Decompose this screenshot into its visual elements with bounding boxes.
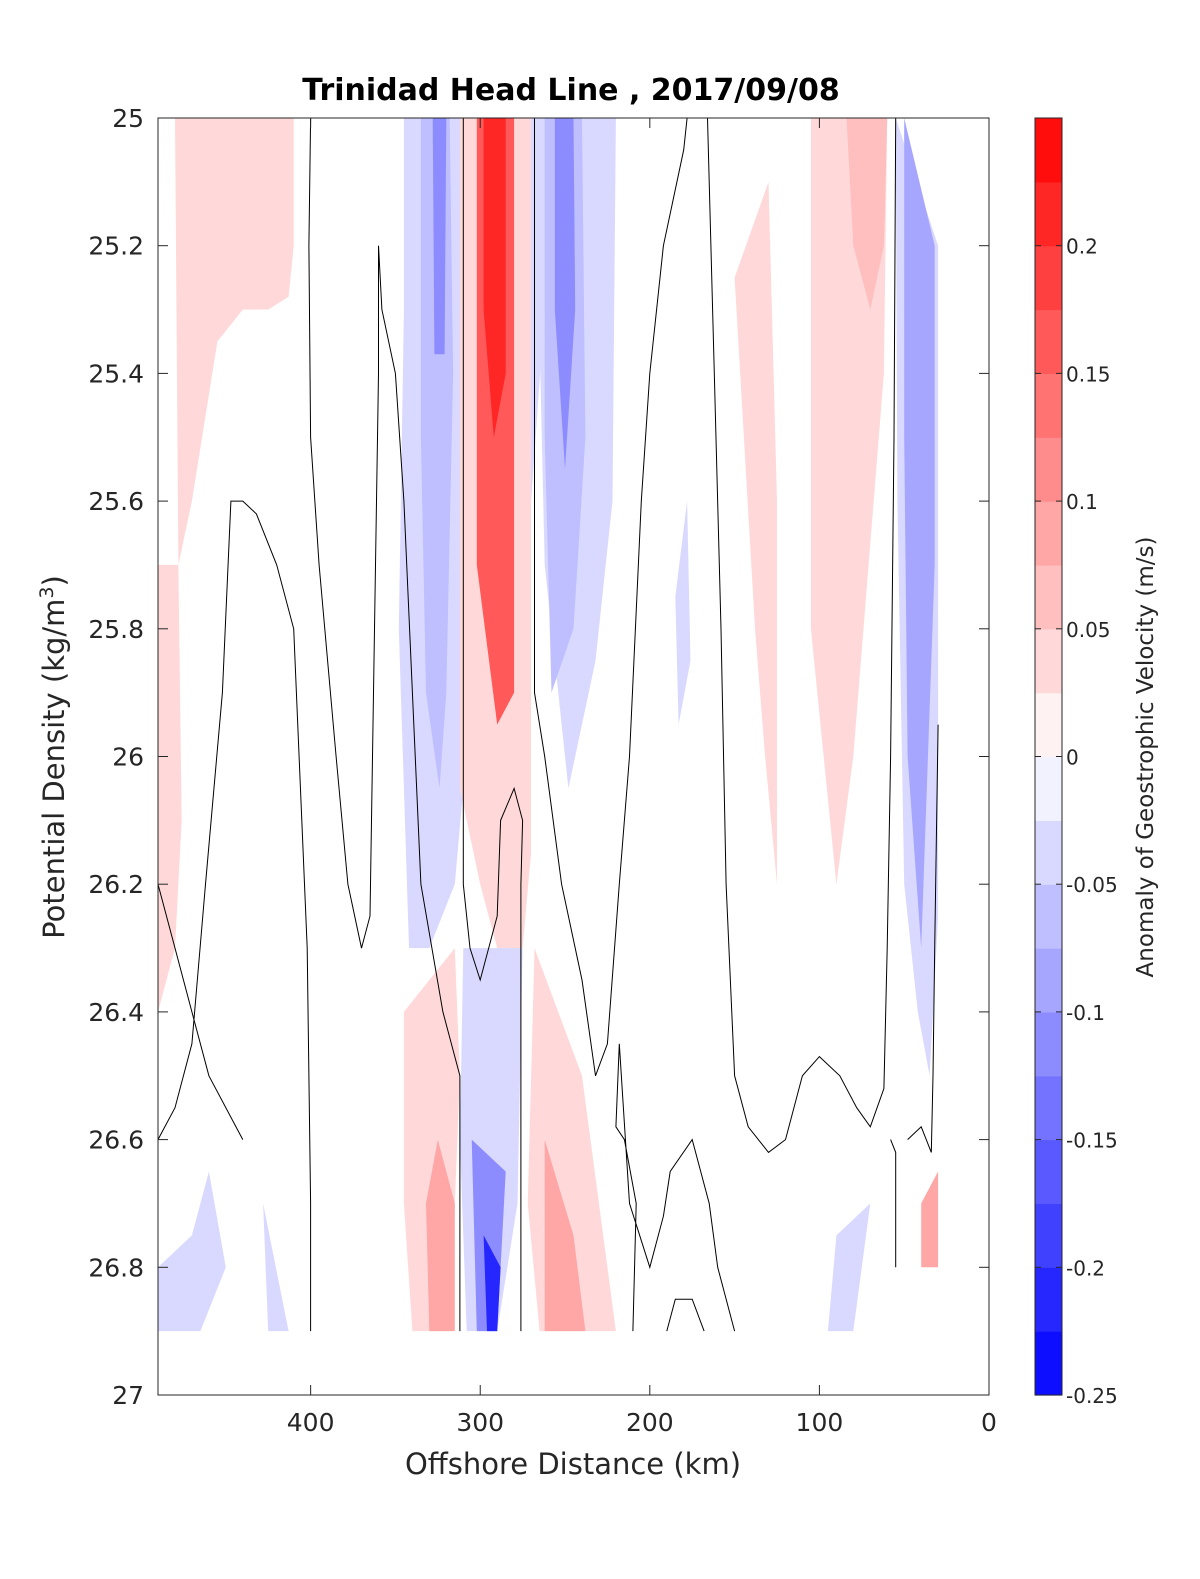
contour-region-13 bbox=[810, 118, 888, 885]
x-axis-label: Offshore Distance (km) bbox=[405, 1447, 741, 1481]
contour-region-4 bbox=[432, 118, 447, 355]
colorbar-band bbox=[1035, 501, 1062, 566]
colorbar-band bbox=[1035, 1139, 1062, 1205]
contour-region-1 bbox=[158, 564, 182, 1012]
colorbar-band bbox=[1035, 309, 1062, 374]
zero-contour-line-3 bbox=[707, 118, 897, 1154]
y-axis-label: Potential Density (kg/m3) bbox=[36, 575, 71, 939]
zero-contour-line-4 bbox=[158, 884, 244, 1140]
colorbar-tick-label: -0.2 bbox=[1066, 1256, 1105, 1280]
colorbar-band bbox=[1035, 1331, 1062, 1396]
zero-contour-line-1 bbox=[462, 118, 524, 1332]
y-tick-label: 27 bbox=[112, 1381, 144, 1410]
colorbar-band bbox=[1035, 564, 1062, 630]
y-axis-label-close: ) bbox=[37, 575, 71, 586]
contour-region-24 bbox=[158, 1171, 226, 1332]
colorbar-tick-label: 0.05 bbox=[1066, 618, 1111, 642]
colorbar-label: Anomaly of Geostrophic Velocity (m/s) bbox=[1133, 537, 1159, 978]
colorbar-band bbox=[1035, 628, 1062, 694]
x-tick-label: 400 bbox=[287, 1408, 335, 1437]
colorbar-band bbox=[1035, 437, 1062, 502]
contour-region-7 bbox=[483, 118, 506, 438]
filled-contour-regions bbox=[158, 118, 939, 1332]
y-tick-label: 26 bbox=[112, 743, 144, 772]
contour-region-14 bbox=[846, 118, 888, 310]
colorbar-tick-label: 0.15 bbox=[1066, 362, 1111, 386]
x-axis-ticks: 400 300 200 100 0 bbox=[287, 118, 997, 1437]
colorbar-tick-label: 0.1 bbox=[1066, 490, 1098, 514]
x-tick-label: 100 bbox=[796, 1408, 844, 1437]
colorbar-band bbox=[1035, 1011, 1062, 1077]
colorbar-tick-label: 0 bbox=[1066, 746, 1079, 770]
contour-region-0 bbox=[175, 118, 294, 565]
y-axis-label-main: Potential Density (kg/m bbox=[37, 599, 71, 939]
colorbar-tick-label: 0.2 bbox=[1066, 235, 1098, 259]
zero-contour-line-8 bbox=[666, 1298, 705, 1332]
contour-region-18 bbox=[426, 1139, 455, 1332]
x-tick-label: 0 bbox=[981, 1408, 997, 1437]
colorbar-band bbox=[1035, 1203, 1062, 1268]
colorbar-tick-label: -0.05 bbox=[1066, 873, 1118, 897]
y-tick-label: 25.6 bbox=[88, 487, 144, 516]
contour-region-16 bbox=[904, 118, 935, 949]
colorbar-band bbox=[1035, 245, 1062, 311]
colorbar-tick-label: -0.25 bbox=[1066, 1384, 1118, 1408]
y-tick-label: 26.8 bbox=[88, 1253, 144, 1282]
colorbar-band bbox=[1035, 948, 1062, 1013]
colorbar-tick-label: -0.15 bbox=[1066, 1129, 1118, 1153]
colorbar: 0.2 0.15 0.1 0.05 0 -0.05 -0.1 -0.15 -0.2 -0.25 bbox=[1034, 117, 1118, 1408]
y-tick-label: 25.4 bbox=[88, 359, 144, 388]
zero-contour-line-7 bbox=[907, 724, 939, 1153]
y-tick-label: 26.2 bbox=[88, 870, 144, 899]
colorbar-band bbox=[1035, 884, 1062, 949]
zero-contour-line-0 bbox=[308, 118, 461, 1332]
colorbar-band bbox=[1035, 181, 1062, 247]
y-tick-label: 26.4 bbox=[88, 998, 144, 1027]
x-tick-label: 300 bbox=[456, 1408, 504, 1437]
zero-contour-line-5 bbox=[158, 500, 312, 1332]
colorbar-band bbox=[1035, 1267, 1062, 1332]
y-tick-label: 25 bbox=[112, 104, 144, 133]
y-tick-label: 25.8 bbox=[88, 615, 144, 644]
colorbar-band bbox=[1035, 756, 1062, 821]
contour-region-12 bbox=[734, 181, 777, 885]
y-axis-ticks: 25 25.2 25.4 25.6 25.8 26 26.2 26.4 26.6 26.8 27 bbox=[88, 104, 989, 1410]
colorbar-tick-label: -0.1 bbox=[1066, 1001, 1105, 1025]
y-tick-label: 26.6 bbox=[88, 1126, 144, 1155]
contour-region-11 bbox=[675, 501, 691, 725]
colorbar-band bbox=[1035, 1075, 1062, 1141]
zero-contour-line-6 bbox=[615, 1043, 736, 1332]
contour-region-25 bbox=[263, 1203, 289, 1332]
zero-contour-line-2 bbox=[534, 118, 688, 1076]
zero-contour-lines bbox=[158, 118, 939, 1332]
x-tick-label: 200 bbox=[626, 1408, 674, 1437]
contour-region-21 bbox=[483, 1235, 501, 1332]
contour-region-26 bbox=[827, 1203, 871, 1332]
chart-title: Trinidad Head Line , 2017/09/08 bbox=[302, 73, 839, 108]
y-tick-label: 25.2 bbox=[88, 232, 144, 261]
y-axis-label-superscript: 3 bbox=[36, 586, 58, 598]
contour-region-10 bbox=[554, 118, 576, 470]
colorbar-band bbox=[1035, 692, 1062, 758]
contour-region-27 bbox=[921, 1171, 939, 1268]
contour-region-23 bbox=[544, 1139, 586, 1332]
zero-contour-line-9 bbox=[890, 1139, 897, 1268]
colorbar-band bbox=[1035, 118, 1062, 183]
colorbar-band bbox=[1035, 820, 1062, 885]
colorbar-band bbox=[1035, 373, 1062, 438]
